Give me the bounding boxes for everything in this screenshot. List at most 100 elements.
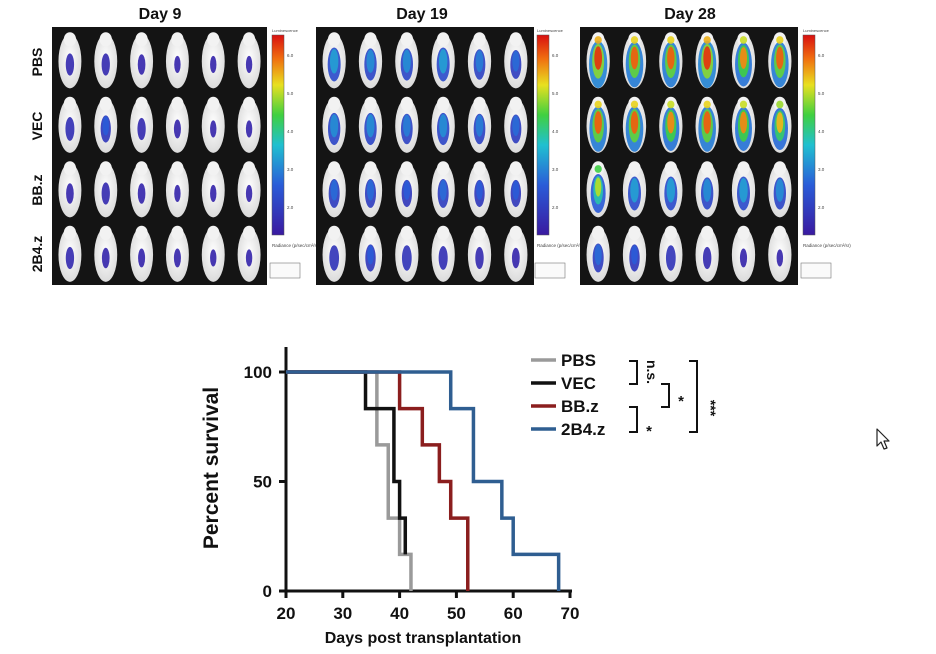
mouse-image <box>504 225 528 282</box>
mouse-image <box>586 96 610 153</box>
group-label-pbs: PBS <box>29 48 45 77</box>
signal-head <box>739 36 748 44</box>
x-tick-label: 60 <box>504 604 523 623</box>
scale-units-label: Radiance (p/sec/cm²/sr) <box>537 243 585 248</box>
mouse-image <box>431 96 455 153</box>
mouse-head <box>327 32 341 47</box>
signal-outer <box>137 183 146 204</box>
mouse-head <box>364 32 377 47</box>
mouse-image <box>237 96 261 153</box>
mouse-image <box>731 96 756 153</box>
signal-outer <box>137 117 146 141</box>
signal-outer <box>776 249 784 267</box>
signal-mid <box>476 180 483 200</box>
mouse-head <box>135 161 148 176</box>
signal-outer <box>210 249 217 267</box>
scale-info-box <box>269 262 301 279</box>
mouse-image <box>622 32 647 89</box>
mouse-image <box>58 96 82 153</box>
signal-core <box>594 111 602 134</box>
mouse-image <box>659 96 683 153</box>
mouse-head <box>436 96 450 111</box>
signal-mid <box>594 244 602 266</box>
mouse-image <box>165 161 189 218</box>
mouse-image <box>201 96 225 153</box>
mouse-image <box>768 32 792 89</box>
mouse-head <box>436 32 450 47</box>
signal-outer <box>65 53 75 76</box>
scale-tick-label: 4.0 <box>552 129 559 134</box>
legend-item: PBS <box>531 351 596 370</box>
signal-mid <box>739 177 748 203</box>
x-tick-label: 40 <box>390 604 409 623</box>
mouse-head <box>207 96 220 111</box>
signal-outer <box>245 249 253 267</box>
mouse-head <box>509 161 523 176</box>
mouse-head <box>436 225 450 240</box>
mouse-image <box>130 225 154 282</box>
scale-tick-label: 5.0 <box>818 91 825 96</box>
mouse-head <box>207 161 220 176</box>
signal-outer <box>66 183 74 204</box>
mouse-head <box>773 161 787 176</box>
mouse-head <box>171 96 184 111</box>
mouse-image <box>322 225 346 282</box>
signal-outer <box>245 120 253 138</box>
mouse-image <box>94 32 118 89</box>
mouse-image <box>201 225 225 282</box>
signal-head <box>630 100 639 109</box>
mouse-image <box>768 161 792 218</box>
mouse-head <box>509 96 523 111</box>
mouse-image <box>622 96 647 153</box>
mouse-image <box>130 161 154 218</box>
mouse-image <box>431 161 455 218</box>
signal-outer <box>210 184 217 203</box>
scale-tick-label: 4.0 <box>818 129 825 134</box>
mouse-image <box>322 32 346 89</box>
chart-axes: 0 50 100 20 30 40 50 60 70 <box>244 347 579 623</box>
signal-outer <box>137 54 146 75</box>
signal-outer <box>245 184 253 203</box>
mouse-image <box>58 161 82 218</box>
signal-mid <box>330 179 338 201</box>
signal-outer <box>174 184 181 203</box>
mouse-head <box>473 96 486 111</box>
scale-tick-label: 2.0 <box>552 205 559 210</box>
scale-units-label: Radiance (p/sec/cm²/sr) <box>272 243 320 248</box>
mouse-head <box>664 161 678 176</box>
mouse-image <box>58 225 82 282</box>
signal-mid <box>330 114 339 138</box>
signal-outer <box>739 248 748 268</box>
mouse-image <box>237 161 261 218</box>
mouse-image <box>322 96 346 153</box>
legend-item: VEC <box>531 374 596 393</box>
scale-gradient <box>271 34 285 236</box>
mouse-image <box>467 161 492 218</box>
mouse-head <box>364 96 377 111</box>
mouse-head <box>664 225 678 240</box>
mouse-image <box>504 96 528 153</box>
mouse-image <box>467 225 492 282</box>
mouse-image <box>768 225 792 282</box>
mouse-head <box>773 225 787 240</box>
mouse-image <box>237 32 261 89</box>
mouse-head <box>473 161 486 176</box>
x-tick-label: 30 <box>333 604 352 623</box>
signal-head <box>594 165 602 173</box>
mouse-image <box>504 161 528 218</box>
mouse-image <box>504 32 528 89</box>
mouse-image <box>731 225 756 282</box>
mouse-head <box>364 161 377 176</box>
signal-mid <box>403 114 411 137</box>
arrow-cursor-icon <box>876 428 890 450</box>
signal-mid <box>775 178 784 202</box>
legend-label: VEC <box>561 374 596 393</box>
signal-core <box>703 111 711 134</box>
signal-head <box>703 36 711 44</box>
mouse-image <box>695 96 719 153</box>
mouse-image <box>586 32 610 89</box>
day-28-title: Day 28 <box>664 6 716 23</box>
imaging-panel-day-28: Luminescence 6.0 5.0 4.0 3.0 2.0 Radiance (p/s… <box>580 27 851 285</box>
signal-core <box>594 46 603 70</box>
mouse-image <box>731 32 756 89</box>
